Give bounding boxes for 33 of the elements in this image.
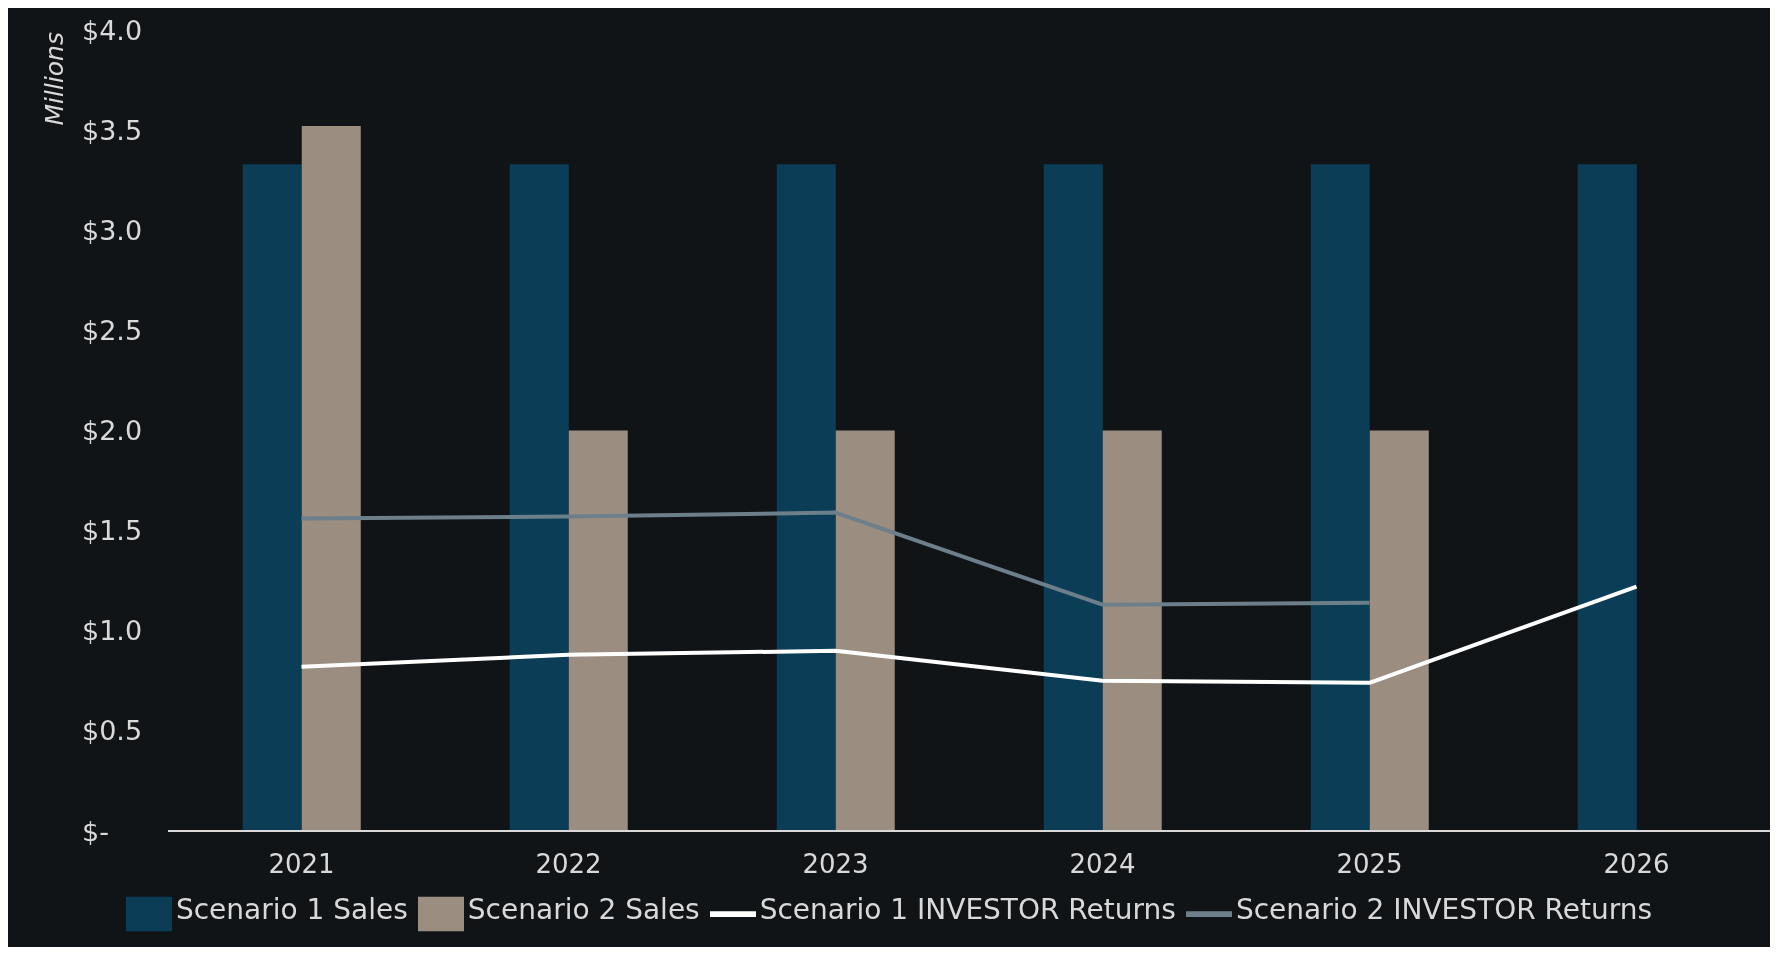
x-tick-label: 2025 [1336, 849, 1403, 880]
bar [1310, 164, 1370, 831]
bar [1043, 164, 1103, 831]
legend-label: Scenario 1 Sales [175, 892, 408, 926]
y-tick-label: $- [82, 815, 109, 847]
line-series [299, 510, 1372, 607]
bar [301, 126, 361, 831]
bar [568, 430, 628, 831]
legend-label: Scenario 1 INVESTOR Returns [759, 892, 1176, 926]
y-tick-label: $3.0 [82, 214, 143, 246]
x-tick-label: 2024 [1069, 849, 1136, 880]
y-tick-label: $1.0 [82, 615, 143, 647]
x-tick-label: 2021 [268, 849, 335, 880]
y-tick-label: $4.0 [82, 14, 143, 46]
bar [1577, 164, 1637, 831]
x-tick-label: 2022 [535, 849, 602, 880]
bar [1102, 430, 1162, 831]
x-tick-label: 2023 [802, 849, 869, 880]
bar [509, 164, 569, 831]
bar [1369, 430, 1429, 831]
bar [242, 164, 302, 831]
legend-label: Scenario 2 Sales [467, 892, 700, 926]
y-tick-label: $3.5 [82, 114, 143, 146]
y-axis-title: Millions [40, 32, 69, 126]
x-tick-label: 2026 [1603, 849, 1670, 880]
y-tick-label: $2.0 [82, 415, 143, 447]
legend-label: Scenario 2 INVESTOR Returns [1235, 892, 1653, 926]
bar [776, 164, 836, 831]
y-tick-label: $0.5 [82, 715, 143, 747]
y-tick-label: $1.5 [82, 515, 143, 547]
bar [835, 430, 895, 831]
line-series [299, 584, 1639, 685]
y-tick-label: $2.5 [82, 314, 143, 346]
